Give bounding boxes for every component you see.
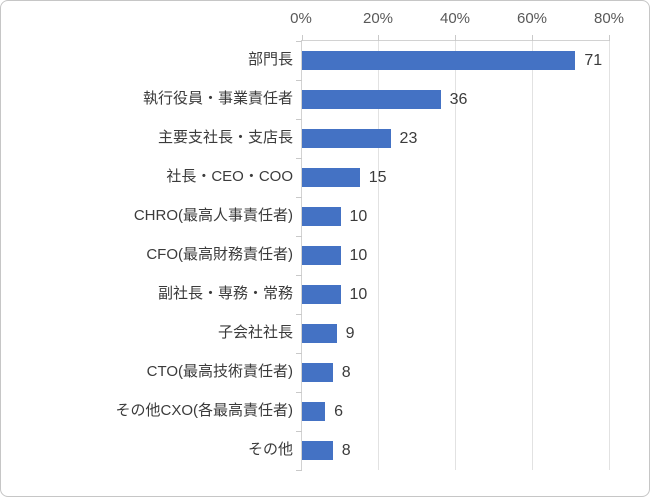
bar-value-label: 23: [399, 130, 418, 147]
category-label: 主要支社長・支店長: [157, 129, 293, 146]
tick-mark: [296, 470, 302, 471]
tick-mark: [296, 431, 302, 432]
axis-tick-label: 40%: [439, 10, 471, 27]
bar-value-label: 15: [368, 169, 387, 186]
bar: [302, 363, 333, 382]
bar: [302, 168, 360, 187]
bar: [302, 90, 441, 109]
tick-mark: [296, 158, 302, 159]
tick-mark: [296, 41, 302, 42]
tick-mark: [296, 314, 302, 315]
bar-value-label: 10: [349, 286, 368, 303]
bar-value-label: 8: [341, 442, 351, 459]
tick-mark: [302, 35, 303, 41]
gridline: [378, 41, 379, 470]
bar-value-label: 36: [449, 91, 468, 108]
category-label: その他: [247, 441, 293, 458]
bar: [302, 207, 341, 226]
axis-tick-label: 20%: [362, 10, 394, 27]
bar: [302, 246, 341, 265]
tick-mark: [378, 35, 379, 41]
category-label: その他CXO(各最高責任者): [115, 402, 294, 419]
tick-mark: [609, 35, 610, 41]
bar: [302, 402, 326, 421]
tick-mark: [296, 80, 302, 81]
tick-mark: [296, 353, 302, 354]
bar-value-label: 71: [584, 52, 603, 69]
category-label: 社長・CEO・COO: [166, 168, 293, 185]
axis-tick-label: 60%: [516, 10, 548, 27]
plot-area: 71 36 23 15 10 10 10 9 8 6 8: [296, 35, 610, 471]
tick-mark: [296, 197, 302, 198]
gridline: [532, 41, 533, 470]
tick-mark: [296, 275, 302, 276]
bar-value-label: 6: [334, 403, 343, 420]
gridline: [609, 41, 610, 470]
bar: [302, 324, 337, 343]
bar-value-label: 8: [341, 364, 351, 381]
category-label: 副社長・専務・常務: [157, 285, 293, 302]
category-label: CTO(最高技術責任者): [146, 363, 293, 380]
category-label: 子会社社長: [217, 324, 293, 341]
category-label: CFO(最高財務責任者): [146, 246, 293, 263]
tick-mark: [532, 35, 533, 41]
gridline: [455, 41, 456, 470]
axis-tick-label: 0%: [290, 10, 312, 27]
bar-value-label: 9: [345, 325, 355, 342]
tick-mark: [296, 119, 302, 120]
bar-value-label: 10: [349, 247, 368, 264]
tick-mark: [455, 35, 456, 41]
category-label: CHRO(最高人事責任者): [133, 207, 293, 224]
category-label: 部門長: [247, 51, 293, 68]
tick-mark: [296, 392, 302, 393]
bar: [302, 285, 341, 304]
bar: [302, 129, 391, 148]
axis-tick-label: 80%: [593, 10, 625, 27]
category-label: 執行役員・事業責任者: [142, 90, 293, 107]
bar: [302, 51, 576, 70]
bar-value-label: 10: [349, 208, 368, 225]
bar: [302, 441, 333, 460]
tick-mark: [296, 236, 302, 237]
